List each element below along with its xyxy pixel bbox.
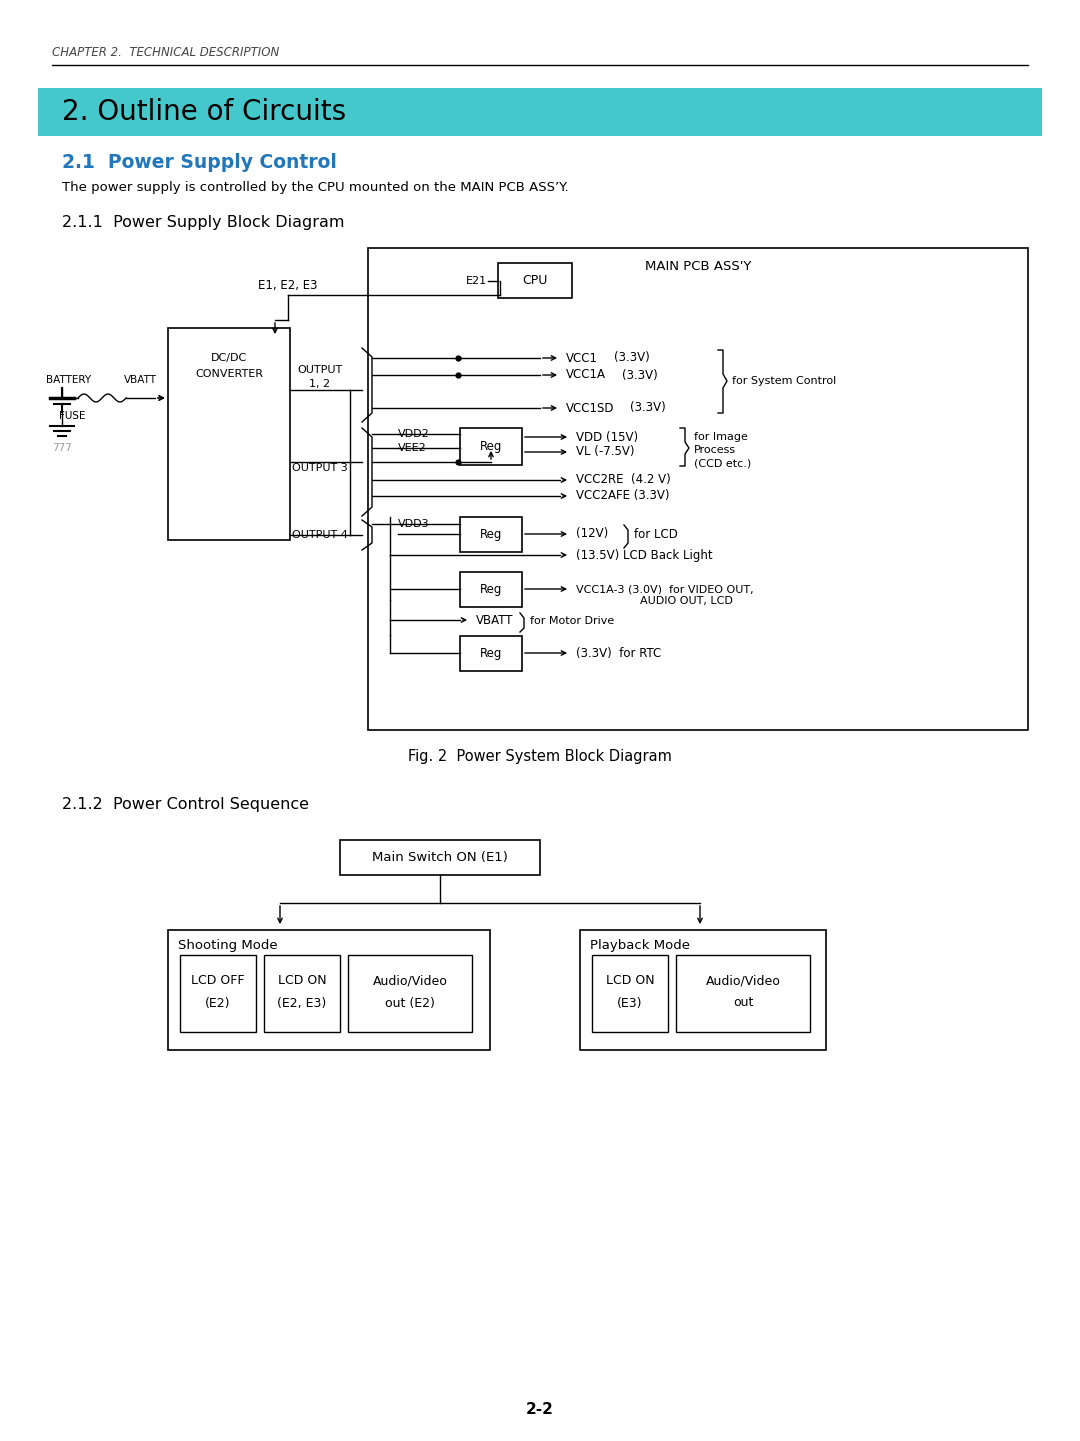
Text: DC/DC: DC/DC bbox=[211, 353, 247, 363]
Text: out: out bbox=[733, 997, 753, 1010]
Text: 777: 777 bbox=[52, 442, 72, 452]
Bar bbox=[460, 517, 522, 552]
Bar bbox=[676, 955, 810, 1032]
Text: for LCD: for LCD bbox=[634, 529, 678, 542]
Text: 2. Outline of Circuits: 2. Outline of Circuits bbox=[62, 98, 346, 125]
Text: CHAPTER 2.  TECHNICAL DESCRIPTION: CHAPTER 2. TECHNICAL DESCRIPTION bbox=[52, 46, 280, 59]
Text: (3.3V): (3.3V) bbox=[615, 352, 650, 365]
Text: The power supply is controlled by the CPU mounted on the MAIN PCB ASS’Y.: The power supply is controlled by the CP… bbox=[62, 182, 569, 195]
Text: LCD OFF: LCD OFF bbox=[191, 974, 245, 987]
Bar bbox=[168, 929, 490, 1050]
Text: (12V): (12V) bbox=[576, 527, 608, 540]
Bar bbox=[580, 929, 826, 1050]
Bar bbox=[460, 572, 522, 607]
Text: VCC1: VCC1 bbox=[566, 352, 598, 365]
Text: for Motor Drive: for Motor Drive bbox=[530, 615, 615, 625]
Bar bbox=[38, 88, 1042, 135]
Bar bbox=[460, 635, 522, 672]
Text: VEE2: VEE2 bbox=[399, 442, 427, 452]
Text: VCC1SD: VCC1SD bbox=[566, 402, 615, 415]
Text: (3.3V)  for RTC: (3.3V) for RTC bbox=[576, 647, 661, 660]
Text: E21: E21 bbox=[465, 275, 487, 285]
Text: VBATT: VBATT bbox=[123, 375, 157, 385]
Text: Fig. 2  Power System Block Diagram: Fig. 2 Power System Block Diagram bbox=[408, 748, 672, 764]
Text: OUTPUT 3: OUTPUT 3 bbox=[292, 463, 348, 473]
Text: 2.1.2  Power Control Sequence: 2.1.2 Power Control Sequence bbox=[62, 797, 309, 811]
Text: Reg: Reg bbox=[480, 584, 502, 597]
Text: VBATT: VBATT bbox=[476, 614, 513, 627]
Text: Main Switch ON (E1): Main Switch ON (E1) bbox=[373, 852, 508, 865]
Bar bbox=[264, 955, 340, 1032]
Bar bbox=[592, 955, 669, 1032]
Text: BATTERY: BATTERY bbox=[46, 375, 91, 385]
Text: AUDIO OUT, LCD: AUDIO OUT, LCD bbox=[640, 597, 733, 607]
Bar bbox=[368, 248, 1028, 731]
Text: for Image: for Image bbox=[694, 432, 747, 442]
Text: Reg: Reg bbox=[480, 440, 502, 452]
Text: LCD ON: LCD ON bbox=[278, 974, 326, 987]
Text: Reg: Reg bbox=[480, 647, 502, 660]
Text: FUSE: FUSE bbox=[58, 411, 85, 421]
Text: VDD (15V): VDD (15V) bbox=[576, 431, 638, 444]
Text: (E2): (E2) bbox=[205, 997, 231, 1010]
Text: VCC2AFE (3.3V): VCC2AFE (3.3V) bbox=[576, 490, 670, 503]
Text: OUTPUT: OUTPUT bbox=[297, 365, 342, 375]
Text: OUTPUT 4: OUTPUT 4 bbox=[292, 530, 348, 540]
Text: MAIN PCB ASS'Y: MAIN PCB ASS'Y bbox=[645, 259, 752, 272]
Text: (3.3V): (3.3V) bbox=[630, 402, 665, 415]
Text: Audio/Video: Audio/Video bbox=[705, 974, 781, 987]
Bar bbox=[348, 955, 472, 1032]
Text: 2.1  Power Supply Control: 2.1 Power Supply Control bbox=[62, 153, 337, 171]
Text: Process: Process bbox=[694, 445, 737, 455]
Text: LCD ON: LCD ON bbox=[606, 974, 654, 987]
Bar bbox=[498, 264, 572, 298]
Text: 2-2: 2-2 bbox=[526, 1402, 554, 1418]
Text: Reg: Reg bbox=[480, 527, 502, 540]
Bar bbox=[168, 329, 291, 540]
Text: VL (-7.5V): VL (-7.5V) bbox=[576, 445, 635, 458]
Text: VCC1A: VCC1A bbox=[566, 369, 606, 382]
Text: CPU: CPU bbox=[523, 274, 548, 287]
Text: VCC1A-3 (3.0V)  for VIDEO OUT,: VCC1A-3 (3.0V) for VIDEO OUT, bbox=[576, 584, 754, 594]
Text: (E3): (E3) bbox=[618, 997, 643, 1010]
Text: out (E2): out (E2) bbox=[386, 997, 435, 1010]
Text: Playback Mode: Playback Mode bbox=[590, 940, 690, 953]
Text: E1, E2, E3: E1, E2, E3 bbox=[258, 278, 318, 291]
Text: (13.5V) LCD Back Light: (13.5V) LCD Back Light bbox=[576, 549, 713, 562]
Text: VDD2: VDD2 bbox=[399, 429, 430, 440]
Text: 2.1.1  Power Supply Block Diagram: 2.1.1 Power Supply Block Diagram bbox=[62, 215, 345, 229]
Text: for System Control: for System Control bbox=[732, 376, 836, 386]
Text: Audio/Video: Audio/Video bbox=[373, 974, 447, 987]
Text: (CCD etc.): (CCD etc.) bbox=[694, 458, 752, 468]
Text: (3.3V): (3.3V) bbox=[622, 369, 658, 382]
Bar bbox=[180, 955, 256, 1032]
Text: Shooting Mode: Shooting Mode bbox=[178, 940, 278, 953]
Text: CONVERTER: CONVERTER bbox=[195, 369, 264, 379]
Text: 1, 2: 1, 2 bbox=[310, 379, 330, 389]
Text: VDD3: VDD3 bbox=[399, 519, 430, 529]
Bar bbox=[340, 840, 540, 875]
Bar bbox=[460, 428, 522, 465]
Text: VCC2RE  (4.2 V): VCC2RE (4.2 V) bbox=[576, 474, 671, 487]
Text: (E2, E3): (E2, E3) bbox=[278, 997, 326, 1010]
